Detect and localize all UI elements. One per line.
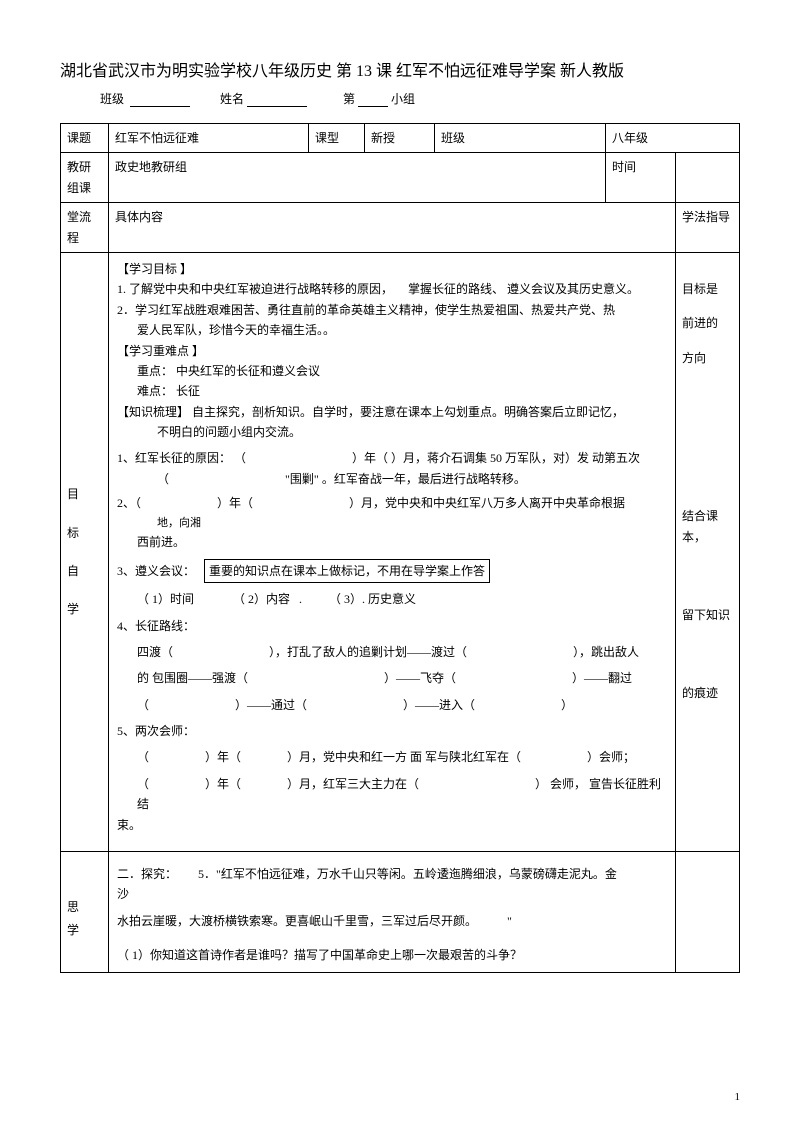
group-prefix: 第 bbox=[343, 92, 355, 106]
q1c: （ "围剿" 。红军奋战一年，最后进行战略转移。 bbox=[117, 469, 667, 489]
q2: 2、（ ）年（ ）月，党中央和中央红军八万多人离开中央革命根据 bbox=[117, 493, 667, 513]
poem-line2: 水拍云崖暖，大渡桥横铁索寒。更喜岷山千里雪，三军过后尽开颜。 " bbox=[117, 911, 667, 931]
research-group-value: 政史地教研组 bbox=[109, 153, 606, 203]
q4: 4、长征路线： bbox=[117, 616, 667, 636]
header-fill-line: 班级 姓名 第 小组 bbox=[100, 90, 740, 107]
q2d: 地，向湘 bbox=[117, 514, 667, 533]
label-zi: 自 bbox=[67, 561, 102, 581]
think-q1: （ 1）你知道这首诗作者是谁吗？描写了中国革命史上哪一次最艰苦的斗争？ bbox=[117, 945, 667, 965]
q4-line1: 四渡（ ），打乱了敌人的追剿计划——渡过（ ），跳出敌人 bbox=[117, 642, 667, 662]
label-mu: 目 bbox=[67, 484, 102, 504]
type-value: 新授 bbox=[365, 124, 435, 153]
note-5: 留下知识 bbox=[682, 605, 733, 625]
group-blank[interactable] bbox=[358, 93, 388, 107]
group-suffix: 小组 bbox=[391, 92, 415, 106]
think-content: 二．探究： 5．"红军不怕远征难，万水千山只等闲。五岭逶迤腾细浪，乌蒙磅礴走泥丸… bbox=[109, 852, 676, 973]
key-point: 重点： 中央红军的长征和遵义会议 bbox=[117, 361, 667, 381]
q3-subs: （ 1）时间 （ 2）内容 . （ 3）. 历史意义 bbox=[117, 589, 667, 609]
goal-2: 2．学习红军战胜艰难困苦、勇往直前的革命英雄主义精神，使学生热爱祖国、热爱共产党… bbox=[117, 300, 667, 320]
class-label-cell: 班级 bbox=[435, 124, 606, 153]
goal-self-study-label: 目 标 自 学 bbox=[61, 252, 109, 851]
research-group-label: 教研组课 bbox=[61, 153, 109, 203]
explore-line: 二．探究： 5．"红军不怕远征难，万水千山只等闲。五岭逶迤腾细浪，乌蒙磅礴走泥丸… bbox=[117, 864, 667, 884]
doc-title: 湖北省武汉市为明实验学校八年级历史 第 13 课 红军不怕远征难导学案 新人教版 bbox=[60, 60, 740, 84]
note-4: 结合课本， bbox=[682, 506, 733, 547]
time-value bbox=[675, 153, 739, 203]
class-blank[interactable] bbox=[130, 93, 190, 107]
table-row: 教研组课 政史地教研组 时间 bbox=[61, 153, 740, 203]
q4-line3: （ ）——通过（ ）——进入（ ） bbox=[117, 695, 667, 715]
q3: 3、遵义会议： 重要的知识点在课本上做标记，不用在导学案上作答 bbox=[117, 559, 667, 583]
main-table: 课题 红军不怕远征难 课型 新授 班级 八年级 教研组课 政史地教研组 时间 堂… bbox=[60, 123, 740, 973]
q5-end: 束。 bbox=[117, 815, 667, 835]
page-number: 1 bbox=[735, 1091, 741, 1103]
guide-notes-2 bbox=[675, 852, 739, 973]
q5: 5、两次会师： bbox=[117, 721, 667, 741]
label-biao: 标 bbox=[67, 523, 102, 543]
learning-goals-heading: 【学习目标 】 bbox=[117, 259, 667, 279]
label-xue2: 学 bbox=[67, 920, 102, 940]
key-points-heading: 【学习重难点 】 bbox=[117, 341, 667, 361]
class-label: 班级 bbox=[100, 92, 124, 106]
name-label: 姓名 bbox=[220, 92, 244, 106]
table-row: 堂流程 具体内容 学法指导 bbox=[61, 203, 740, 253]
poem-cont: 沙 bbox=[117, 884, 667, 904]
note-1: 目标是 bbox=[682, 279, 733, 299]
type-label: 课型 bbox=[309, 124, 365, 153]
table-row: 课题 红军不怕远征难 课型 新授 班级 八年级 bbox=[61, 124, 740, 153]
grade-value: 八年级 bbox=[605, 124, 739, 153]
q5-line2: （ ）年（ ）月，红军三大主力在（ ） 会师， 宣告长征胜利结 bbox=[117, 774, 667, 815]
note-2: 前进的 bbox=[682, 313, 733, 333]
knowledge-sub: 不明白的问题小组内交流。 bbox=[117, 422, 667, 442]
goals-content: 【学习目标 】 1. 了解党中央和中央红军被迫进行战略转移的原因， 掌握长征的路… bbox=[109, 252, 676, 851]
note-6: 的痕迹 bbox=[682, 683, 733, 703]
topic-value: 红军不怕远征难 bbox=[109, 124, 309, 153]
q5-line1: （ ）年（ ）月，党中央和红一方 面 军与陕北红军在（ ）会师； bbox=[117, 747, 667, 767]
goal-1: 1. 了解党中央和中央红军被迫进行战略转移的原因， 掌握长征的路线、 遵义会议及… bbox=[117, 279, 667, 299]
difficult-point: 难点： 长征 bbox=[117, 381, 667, 401]
q4-line2: 的 包围圈——强渡（ ）——飞夺（ ）——翻过 bbox=[117, 668, 667, 688]
knowledge-heading: 【知识梳理】 自主探究，剖析知识。自学时，要注意在课本上勾划重点。明确答案后立即… bbox=[117, 402, 667, 422]
think-label: 思 学 bbox=[61, 852, 109, 973]
boxed-note: 重要的知识点在课本上做标记，不用在导学案上作答 bbox=[204, 559, 490, 583]
name-blank[interactable] bbox=[247, 93, 307, 107]
table-row: 思 学 二．探究： 5．"红军不怕远征难，万水千山只等闲。五岭逶迤腾细浪，乌蒙磅… bbox=[61, 852, 740, 973]
table-row: 目 标 自 学 【学习目标 】 1. 了解党中央和中央红军被迫进行战略转移的原因… bbox=[61, 252, 740, 851]
guide-notes-1: 目标是 前进的 方向 结合课本， 留下知识 的痕迹 bbox=[675, 252, 739, 851]
topic-label: 课题 bbox=[61, 124, 109, 153]
goal-2b: 爱人民军队，珍惜今天的幸福生活。。 bbox=[117, 320, 667, 340]
flow-label: 堂流程 bbox=[61, 203, 109, 253]
content-label: 具体内容 bbox=[109, 203, 676, 253]
guide-label: 学法指导 bbox=[675, 203, 739, 253]
q1: 1、红军长征的原因： （ ）年（ ）月，蒋介石调集 50 万军队，对）发 动第五… bbox=[117, 448, 667, 468]
note-3: 方向 bbox=[682, 348, 733, 368]
label-xue: 学 bbox=[67, 599, 102, 619]
q2e: 西前进。 bbox=[117, 532, 667, 552]
time-label: 时间 bbox=[605, 153, 675, 203]
label-si: 思 bbox=[67, 897, 102, 917]
